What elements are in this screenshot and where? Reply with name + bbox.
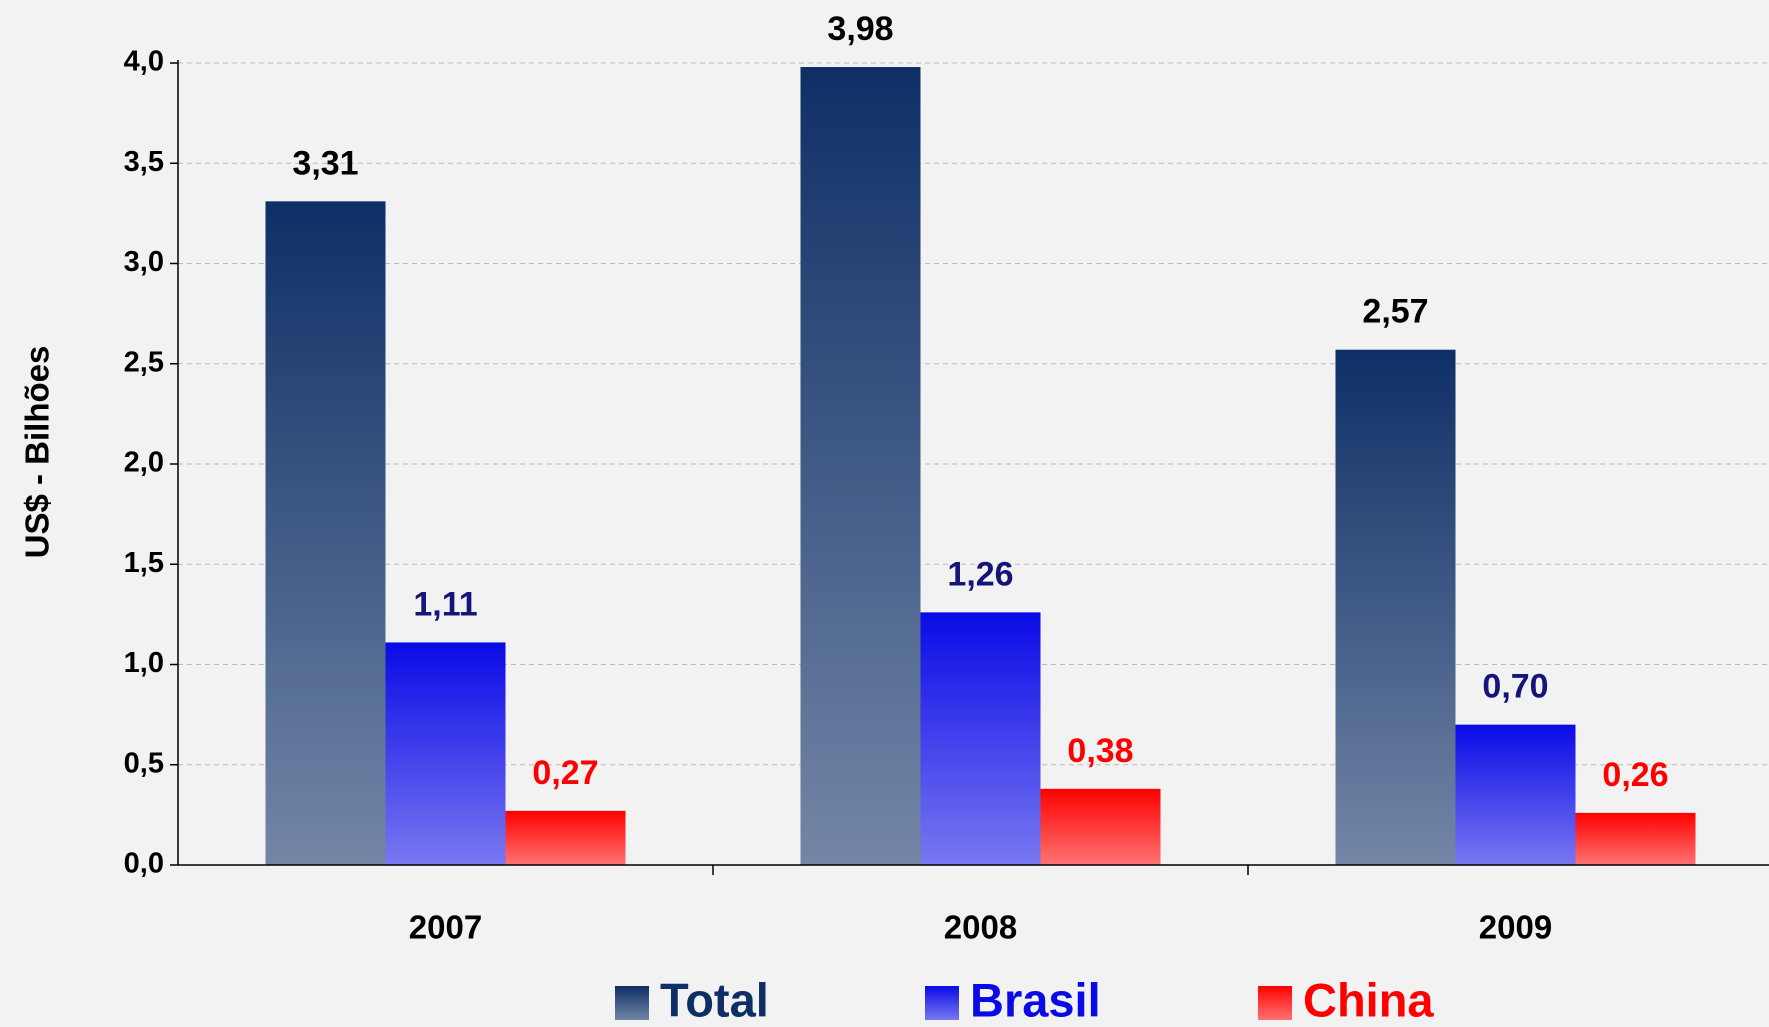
data-label: 0,38 (1067, 732, 1133, 770)
bar (265, 201, 386, 866)
bar (1455, 724, 1576, 865)
legend-label: China (1303, 973, 1434, 1026)
legend-swatch (615, 986, 649, 1020)
bar (920, 612, 1041, 865)
legend-swatch (925, 986, 959, 1020)
legend-label: Brasil (970, 973, 1101, 1026)
y-tick-label: 3,5 (124, 146, 164, 178)
y-tick-label: 2,5 (124, 346, 164, 378)
data-label: 3,31 (292, 144, 358, 182)
y-tick-label: 1,5 (124, 547, 164, 579)
x-tick-label: 2008 (944, 909, 1017, 946)
legend-swatch (1258, 986, 1292, 1020)
bar (385, 642, 506, 865)
bar (1040, 788, 1161, 865)
bar (800, 67, 921, 865)
y-axis-label: US$ - Bilhões (19, 346, 56, 559)
y-tick-label: 0,0 (124, 848, 164, 880)
legend-label: Total (660, 973, 769, 1026)
x-tick-label: 2007 (409, 909, 482, 946)
data-label: 1,26 (947, 555, 1013, 593)
bar (1575, 812, 1696, 865)
y-tick-label: 1,0 (124, 647, 164, 679)
bar (505, 810, 626, 865)
data-label: 1,11 (413, 585, 477, 623)
y-tick-label: 2,0 (124, 447, 164, 479)
x-tick-label: 2009 (1479, 909, 1552, 946)
y-tick-label: 0,5 (124, 747, 164, 779)
y-tick-label: 4,0 (124, 46, 164, 78)
data-label: 0,70 (1482, 668, 1548, 706)
bar (1335, 349, 1456, 866)
data-label: 0,26 (1602, 756, 1668, 794)
y-tick-label: 3,0 (124, 246, 164, 278)
data-label: 2,57 (1362, 293, 1428, 331)
data-label: 0,27 (532, 754, 598, 792)
data-label: 3,98 (827, 10, 893, 48)
